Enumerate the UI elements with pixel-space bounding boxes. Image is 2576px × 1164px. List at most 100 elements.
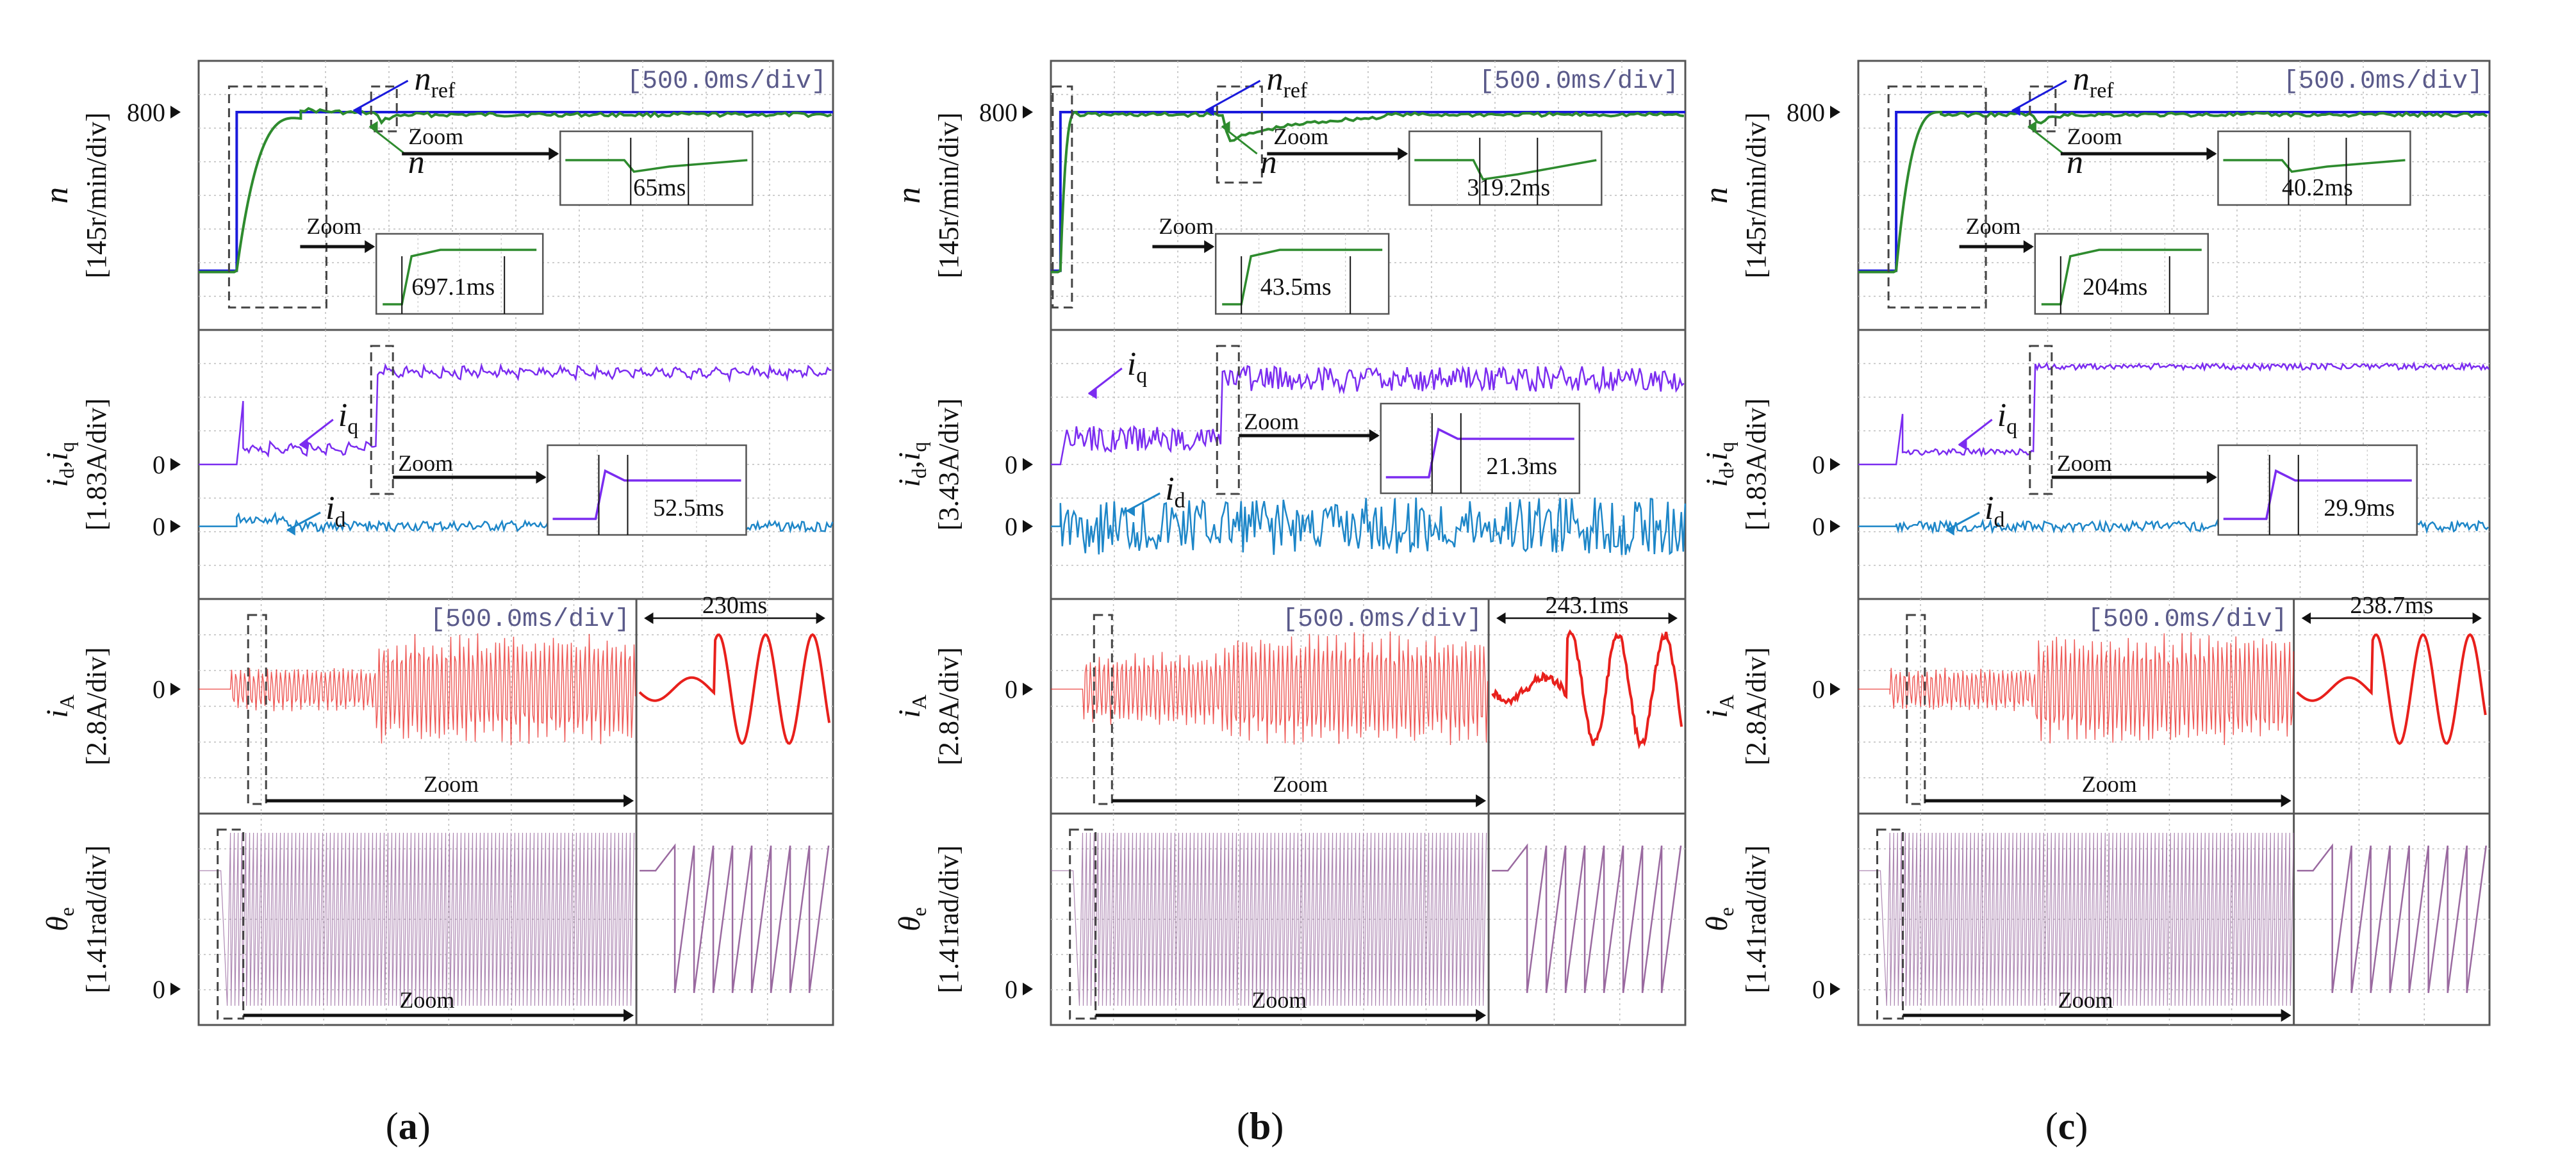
theta-zoom-trace	[2297, 843, 2487, 994]
ia-timescale-label: [500.0ms/div]	[1282, 605, 1482, 634]
ia-dimension-left	[2301, 612, 2311, 624]
nref-arrow-head	[2011, 106, 2020, 116]
id-label: id	[1985, 490, 2004, 532]
zoom1-label: Zoom	[1159, 213, 1214, 239]
caption-letter: b	[1250, 1105, 1271, 1147]
current-axis-unit: [3.43A/div]	[933, 398, 964, 531]
zoom1-trace	[1222, 249, 1383, 306]
theta-axis-unit: [1.41rad/div]	[1740, 846, 1772, 994]
ia-zoom-arrow-head	[1476, 794, 1487, 807]
settling-time-label: 43.5ms	[1260, 274, 1332, 300]
panel-caption: (c)	[2045, 1105, 2088, 1147]
n-label: n	[408, 144, 425, 181]
speed-load-dashed-box	[370, 85, 398, 133]
iq-tick-0-marker	[1023, 458, 1033, 471]
nref-arrow-line	[1205, 79, 1261, 112]
current-zoom-trace	[552, 469, 741, 520]
id-tick-0-marker	[1830, 520, 1840, 533]
ia-trace	[199, 633, 636, 746]
ia-zoom-label: Zoom	[424, 771, 479, 797]
speed-tick-800-marker	[1830, 106, 1840, 119]
current-zoom-arrow-head	[536, 471, 547, 484]
caption-close: )	[418, 1105, 431, 1147]
dq-comma: ,	[893, 461, 927, 468]
id-tick-0-marker	[170, 520, 181, 533]
ia-sub: A	[55, 694, 78, 709]
current-zoom-arrow-head	[1369, 429, 1380, 442]
current-zoom-label: Zoom	[398, 450, 453, 476]
nref-label-sub: ref	[431, 79, 456, 102]
ia-zoom-trace	[638, 633, 831, 746]
current-axis-symbol: id,iq	[893, 442, 930, 488]
theta-zoom-arrow-head	[1476, 1009, 1487, 1022]
speed-timescale-label: [500.0ms/div]	[2283, 67, 2483, 96]
iq-symbol: i	[1700, 452, 1734, 461]
speed-timescale-label: [500.0ms/div]	[627, 67, 827, 96]
iq-label-main: i	[1127, 346, 1136, 382]
theta-trace	[1051, 832, 1487, 1006]
nref-label: nref	[1267, 61, 1308, 102]
theta-axis-symbol: θe	[893, 907, 930, 931]
theta-zoom-trace	[640, 843, 830, 994]
iq-symbol: i	[893, 452, 927, 461]
id-sub: d	[55, 468, 78, 479]
speed-tick-800: 800	[127, 98, 165, 127]
speed-axis-unit: [145r/min/div]	[81, 112, 112, 278]
ia-dashed-box	[247, 614, 267, 805]
id-symbol: i	[40, 479, 74, 487]
zoom1-inset-frame	[1214, 233, 1390, 315]
panel-caption: (b)	[1237, 1105, 1284, 1147]
ia-tick-0-marker	[1023, 682, 1033, 696]
speed-trace	[1858, 111, 2488, 274]
zoom2-arrow-head	[2206, 147, 2217, 160]
ia-dashed-box	[1093, 614, 1113, 805]
speed-step-dashed-box	[1052, 85, 1073, 309]
iq-label-main: i	[338, 397, 347, 434]
iq-label-sub: q	[2006, 415, 2017, 439]
iq-sub: q	[1715, 442, 1738, 452]
zoom2-arrow-head	[1398, 147, 1408, 160]
theta-axis-label: θe [1.41rad/div]	[40, 846, 112, 994]
theta-symbol: θ	[40, 916, 74, 931]
theta-axis-unit: [1.41rad/div]	[81, 846, 112, 994]
ia-zoom-label: Zoom	[1273, 771, 1328, 797]
iq-label-sub: q	[347, 415, 358, 439]
current-response-label: 52.5ms	[653, 495, 724, 521]
iq-symbol: i	[40, 452, 74, 461]
dq-comma: ,	[40, 461, 74, 468]
iq-arrow-head	[1958, 440, 1967, 450]
ia-axis-symbol: iA	[893, 694, 930, 717]
speed-axis-label: n [145r/min/div]	[38, 112, 112, 278]
speed-tick-800: 800	[1787, 98, 1825, 127]
zoom2-label: Zoom	[2067, 124, 2122, 149]
id-symbol: i	[893, 479, 927, 487]
current-axis-label: id,iq [3.43A/div]	[893, 398, 964, 531]
zoom1-trace	[383, 249, 537, 306]
speed-step-dashed-box	[227, 85, 327, 309]
current-zoom-arrow-head	[2206, 471, 2217, 484]
ia-zoom-arrow-head	[623, 794, 634, 807]
ia-axis-symbol: iA	[1700, 694, 1738, 717]
theta-sub: e	[1715, 907, 1738, 916]
nref-arrow-line	[352, 79, 409, 112]
id-tick-0: 0	[153, 512, 165, 541]
theta-axis-label: θe [1.41rad/div]	[1700, 846, 1772, 994]
id-label-sub: d	[334, 508, 345, 532]
ia-sub: A	[1715, 694, 1738, 709]
iq-arrow-line	[1087, 367, 1123, 395]
ia-zoom-arrow-head	[2281, 794, 2291, 807]
id-sub: d	[1715, 468, 1738, 479]
current-response-label: 29.9ms	[2324, 495, 2395, 521]
zoom2-label: Zoom	[408, 124, 463, 149]
iq-label: iq	[338, 397, 358, 439]
id-arrow-head	[1946, 525, 1954, 536]
theta-tick-0-marker	[1023, 982, 1033, 996]
current-axis-label: id,iq [1.83A/div]	[1700, 398, 1772, 531]
caption-close: )	[2075, 1105, 2088, 1147]
id-trace	[1051, 497, 1687, 555]
ia-tick-0: 0	[153, 675, 165, 704]
dq-comma: ,	[1700, 461, 1734, 468]
iq-label: iq	[1127, 346, 1147, 388]
